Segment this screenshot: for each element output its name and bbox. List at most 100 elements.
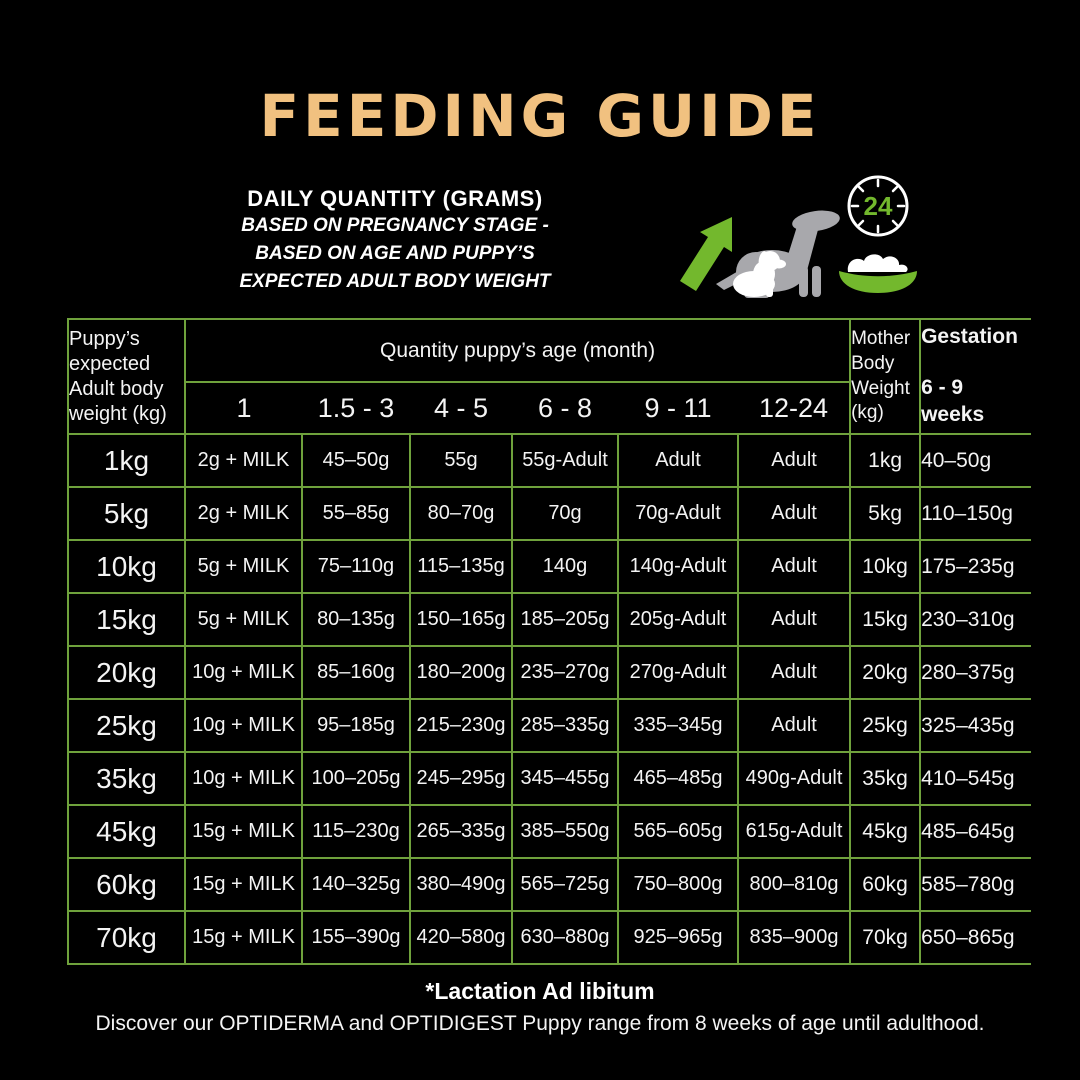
quantity-cell: Adult [736,698,852,753]
quantity-cell: 85–160g [301,645,411,700]
discover-range-line: Discover our OPTIDERMA and OPTIDIGEST Pu… [95,1012,985,1035]
quantity-cell: 565–605g [617,804,739,859]
age-col-header: 1.5 - 3 [302,381,410,435]
quantity-cell: 180–200g [409,645,513,700]
lactation-footnote: *Lactation Ad libitum [425,978,655,1004]
quantity-cell: 80–70g [409,486,513,541]
food-bowl-icon [839,254,917,293]
quantity-cell: Adult [736,539,852,594]
quantity-cell: 285–335g [511,698,619,753]
quantity-cell: 15g + MILK [184,804,303,859]
weight-row-header: 5kg [67,486,186,541]
quantity-cell: 615g-Adult [736,804,852,859]
quantity-cell: 10g + MILK [184,698,303,753]
quantity-cell: 750–800g [617,857,739,912]
mother-weight-cell: 70kg [849,910,922,965]
mother-weight-header: Mother Body Weight (kg) [849,318,922,435]
quantity-cell: 15g + MILK [184,857,303,912]
quantity-cell: 925–965g [617,910,739,965]
subtitle-block: DAILY QUANTITY (GRAMS) BASED ON PREGNANC… [170,186,620,296]
table-row: 20kg 10g + MILK 85–160g 180–200g 235–270… [67,645,1032,700]
quantity-cell: 215–230g [409,698,513,753]
weight-row-header: 35kg [67,751,186,806]
corner-header: Puppy’s expected Adult body weight (kg) [67,318,186,435]
quantity-cell: 2g + MILK [184,486,303,541]
gestation-cell: 650–865g [919,910,1032,965]
quantity-cell: 420–580g [409,910,513,965]
quantity-cell: 140g-Adult [617,539,739,594]
gestation-cell: 410–545g [919,751,1032,806]
mother-weight-cell: 45kg [849,804,922,859]
quantity-cell: 185–205g [511,592,619,647]
quantity-cell: 385–550g [511,804,619,859]
quantity-cell: 45–50g [301,433,411,488]
subtitle-line-2: BASED ON AGE AND PUPPY’S [255,243,535,264]
table-row: 60kg 15g + MILK 140–325g 380–490g 565–72… [67,857,1032,912]
quantity-cell: 95–185g [301,698,411,753]
weight-row-header: 1kg [67,433,186,488]
gestation-cell: 325–435g [919,698,1032,753]
mother-weight-cell: 25kg [849,698,922,753]
quantity-cell: Adult [736,486,852,541]
gestation-title: Gestation [921,325,1018,349]
gestation-weeks: 6 - 9 weeks [921,376,985,426]
weight-row-header: 25kg [67,698,186,753]
quantity-cell: 835–900g [736,910,852,965]
mother-weight-cell: 1kg [849,433,922,488]
quantity-cell: 345–455g [511,751,619,806]
weight-row-header: 60kg [67,857,186,912]
quantity-cell: 75–110g [301,539,411,594]
mother-weight-cell: 60kg [849,857,922,912]
quantity-cell: Adult [736,645,852,700]
quantity-cell: 115–135g [409,539,513,594]
clock-24-label: 24 [864,191,893,221]
quantity-cell: 2g + MILK [184,433,303,488]
weight-row-header: 15kg [67,592,186,647]
age-col-header: 4 - 5 [410,381,512,435]
age-col-header: 9 - 11 [618,381,738,435]
dog-and-puppy-icon [716,210,840,298]
quantity-cell: 245–295g [409,751,513,806]
mother-weight-cell: 15kg [849,592,922,647]
quantity-cell: 800–810g [736,857,852,912]
table-row: 45kg 15g + MILK 115–230g 265–335g 385–55… [67,804,1032,859]
gestation-cell: 585–780g [919,857,1032,912]
weight-row-header: 10kg [67,539,186,594]
quantity-cell: 100–205g [301,751,411,806]
subtitle-heading: DAILY QUANTITY (GRAMS) [247,186,543,211]
quantity-cell: 205g-Adult [617,592,739,647]
age-col-header: 6 - 8 [512,381,618,435]
quantity-cell: 155–390g [301,910,411,965]
quantity-cell: 55–85g [301,486,411,541]
table-row: 10kg 5g + MILK 75–110g 115–135g 140g 140… [67,539,1032,594]
table-row: 5kg 2g + MILK 55–85g 80–70g 70g 70g-Adul… [67,486,1032,541]
quantity-cell: 70g-Adult [617,486,739,541]
quantity-cell: 70g [511,486,619,541]
feeding-table: Puppy’s expected Adult body weight (kg) … [67,318,1032,965]
mother-weight-cell: 35kg [849,751,922,806]
weight-row-header: 45kg [67,804,186,859]
quantity-cell: 380–490g [409,857,513,912]
quantity-cell: 235–270g [511,645,619,700]
quantity-cell: 115–230g [301,804,411,859]
gestation-cell: 230–310g [919,592,1032,647]
quantity-cell: 15g + MILK [184,910,303,965]
quantity-cell: 490g-Adult [736,751,852,806]
gestation-cell: 280–375g [919,645,1032,700]
quantity-cell: 5g + MILK [184,539,303,594]
weight-row-header: 20kg [67,645,186,700]
quantity-cell: 565–725g [511,857,619,912]
quantity-cell: 140–325g [301,857,411,912]
gestation-header: Gestation 6 - 9 weeks [919,318,1032,435]
age-col-header: 12-24 [738,381,851,435]
quantity-cell: Adult [736,433,852,488]
quantity-cell: 335–345g [617,698,739,753]
quantity-cell: 265–335g [409,804,513,859]
quantity-cell: Adult [617,433,739,488]
quantity-cell: 10g + MILK [184,751,303,806]
quantity-cell: 5g + MILK [184,592,303,647]
mother-weight-cell: 10kg [849,539,922,594]
growth-arrow-icon [680,217,732,291]
gestation-cell: 40–50g [919,433,1032,488]
